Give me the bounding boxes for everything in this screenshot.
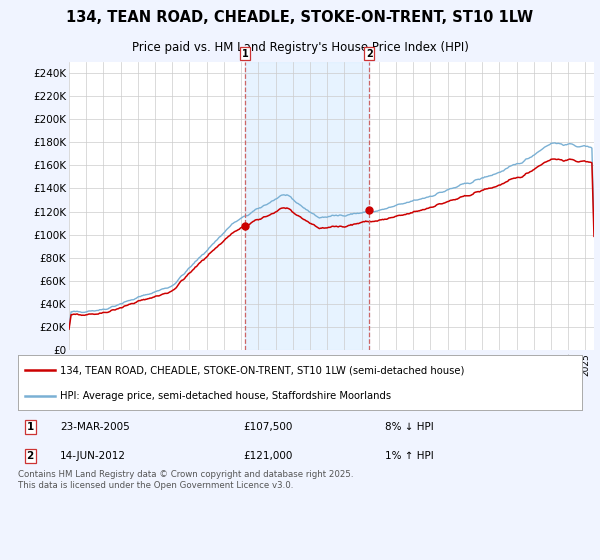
Text: HPI: Average price, semi-detached house, Staffordshire Moorlands: HPI: Average price, semi-detached house,… xyxy=(60,391,391,401)
Text: 23-MAR-2005: 23-MAR-2005 xyxy=(60,422,130,432)
Text: £121,000: £121,000 xyxy=(244,451,293,461)
Text: 2: 2 xyxy=(26,451,34,461)
Bar xyxy=(245,62,370,350)
Text: 2: 2 xyxy=(366,49,373,59)
Text: Price paid vs. HM Land Registry's House Price Index (HPI): Price paid vs. HM Land Registry's House … xyxy=(131,40,469,54)
Text: 1: 1 xyxy=(26,422,34,432)
Text: 14-JUN-2012: 14-JUN-2012 xyxy=(60,451,127,461)
Text: 134, TEAN ROAD, CHEADLE, STOKE-ON-TRENT, ST10 1LW: 134, TEAN ROAD, CHEADLE, STOKE-ON-TRENT,… xyxy=(67,10,533,25)
Text: £107,500: £107,500 xyxy=(244,422,293,432)
Text: 8% ↓ HPI: 8% ↓ HPI xyxy=(385,422,433,432)
Text: 134, TEAN ROAD, CHEADLE, STOKE-ON-TRENT, ST10 1LW (semi-detached house): 134, TEAN ROAD, CHEADLE, STOKE-ON-TRENT,… xyxy=(60,366,464,375)
Text: 1% ↑ HPI: 1% ↑ HPI xyxy=(385,451,433,461)
Text: Contains HM Land Registry data © Crown copyright and database right 2025.
This d: Contains HM Land Registry data © Crown c… xyxy=(18,470,353,490)
Text: 1: 1 xyxy=(242,49,248,59)
